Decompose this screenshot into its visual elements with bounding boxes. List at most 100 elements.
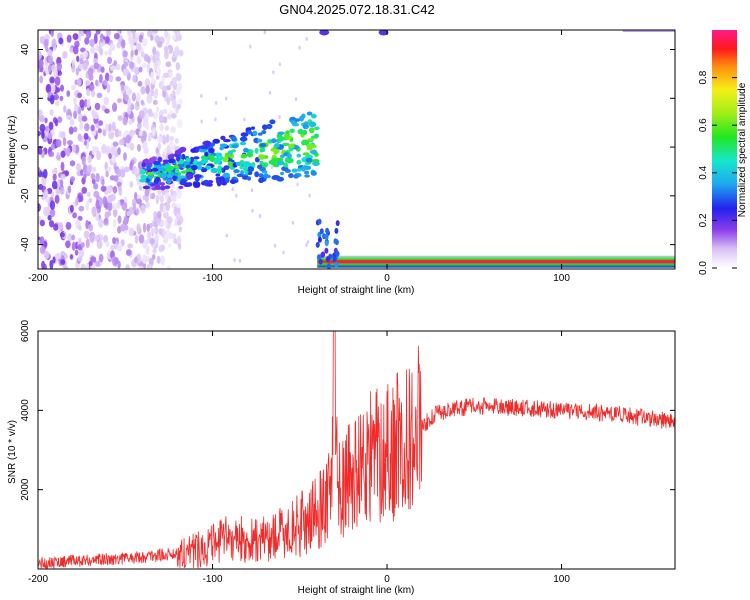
noise-cell (178, 226, 182, 233)
carrier-onset-cell (334, 227, 339, 234)
noise-cell (88, 197, 93, 204)
trail-cell (284, 158, 292, 163)
noise-cell (129, 129, 136, 136)
spectrogram-x-tick-label: -200 (28, 273, 48, 284)
trail-cell (152, 156, 157, 160)
noise-cell (39, 219, 45, 227)
noise-cell (103, 79, 108, 86)
noise-cell (56, 62, 62, 72)
noise-cell (84, 37, 90, 45)
trail-cell (235, 161, 241, 166)
noise-cell (129, 62, 135, 70)
noise-cell (243, 117, 246, 122)
noise-cell (165, 61, 172, 68)
noise-cell (151, 253, 156, 261)
noise-cell (165, 133, 170, 144)
noise-cell (106, 249, 112, 260)
noise-cell (171, 182, 176, 190)
trail-cell (259, 143, 267, 148)
noise-cell (101, 144, 108, 154)
noise-cell (122, 68, 127, 77)
noise-cell (305, 37, 308, 42)
noise-cell (176, 82, 183, 91)
spectrogram-heat-layer (38, 30, 675, 269)
trail-cell (257, 132, 263, 136)
noise-cell (113, 60, 118, 66)
trail-cell (243, 147, 249, 153)
noise-cell (48, 151, 55, 158)
carrier-onset-cell (317, 236, 322, 243)
noise-cell (144, 78, 151, 88)
noise-cell (171, 90, 176, 97)
trail-cell (146, 165, 151, 171)
noise-cell (152, 99, 158, 106)
snr-y-tick-label: 4000 (20, 399, 31, 422)
noise-cell (138, 234, 145, 244)
noise-cell (85, 262, 90, 269)
noise-cell (44, 131, 49, 137)
noise-cell (123, 94, 129, 102)
carrier-onset-cell (324, 240, 329, 247)
noise-cell (158, 81, 164, 90)
trail-cell (167, 154, 174, 160)
noise-cell (156, 210, 162, 219)
noise-cell (168, 243, 172, 249)
noise-cell (225, 233, 229, 238)
trail-cell (283, 162, 289, 168)
snr-y-tick-label: 2000 (20, 478, 31, 501)
noise-cell (39, 245, 46, 255)
noise-cell (66, 114, 72, 120)
noise-cell (60, 84, 64, 92)
trail-cell (314, 126, 320, 131)
noise-cell (83, 230, 90, 239)
noise-cell (38, 130, 42, 137)
noise-cell (113, 32, 120, 40)
noise-cell (125, 264, 130, 269)
noise-cell (116, 168, 122, 178)
noise-cell (165, 187, 170, 194)
noise-cell (107, 56, 113, 65)
noise-cell (163, 72, 169, 79)
noise-cell (78, 205, 85, 212)
noise-cell (69, 118, 75, 126)
noise-cell (91, 166, 97, 173)
noise-cell (176, 220, 182, 226)
noise-cell (42, 168, 48, 179)
edge-blob (622, 30, 675, 32)
noise-cell (142, 222, 147, 233)
noise-cell (43, 250, 50, 260)
noise-cell (169, 126, 176, 133)
noise-cell (102, 128, 107, 137)
noise-cell (55, 139, 62, 148)
noise-cell (93, 35, 98, 44)
trail-cell (166, 173, 172, 179)
noise-cell (111, 121, 116, 128)
trail-cell (293, 174, 299, 179)
noise-cell (52, 173, 57, 181)
carrier-onset-cell (335, 220, 340, 227)
edge-blob (319, 30, 330, 36)
noise-cell (51, 180, 58, 190)
noise-cell (43, 206, 49, 217)
noise-cell (138, 265, 144, 269)
snr-x-tick-label: 0 (384, 574, 390, 585)
noise-cell (111, 146, 118, 155)
noise-cell (57, 116, 63, 124)
noise-cell (136, 92, 141, 103)
noise-cell (156, 41, 163, 48)
noise-cell (49, 109, 54, 116)
noise-cell (108, 74, 114, 83)
noise-cell (145, 245, 150, 256)
noise-cell (97, 128, 102, 134)
noise-cell (151, 128, 156, 137)
noise-cell (175, 72, 182, 82)
noise-cell (80, 241, 85, 248)
trail-cell (193, 174, 202, 179)
noise-cell (105, 30, 112, 37)
noise-cell (131, 92, 137, 102)
spectrogram-y-axis-label: Frequency (Hz) (7, 116, 18, 185)
noise-cell (90, 172, 96, 180)
noise-cell (91, 90, 96, 98)
trail-cell (220, 135, 226, 141)
